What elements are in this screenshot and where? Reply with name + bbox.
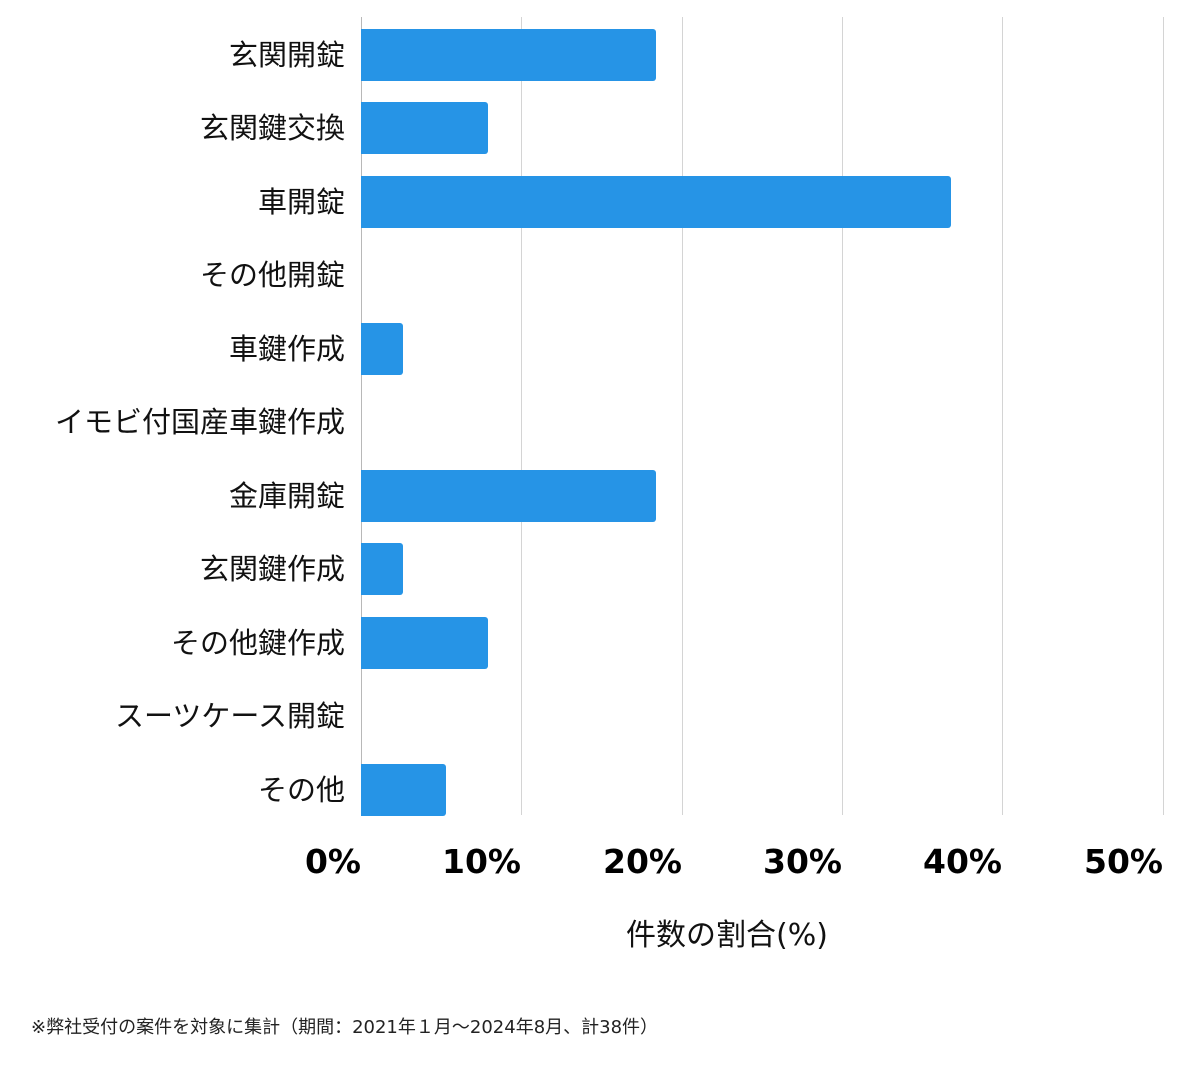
gridline xyxy=(361,17,362,815)
bar xyxy=(361,617,488,669)
x-tick-label: 0% xyxy=(304,842,361,881)
category-label: 玄関開錠 xyxy=(228,38,345,72)
x-tick-label: 50% xyxy=(1084,842,1163,881)
category-label: イモビ付国産車鍵作成 xyxy=(54,405,345,439)
category-label: その他 xyxy=(257,773,345,807)
bar xyxy=(361,102,488,154)
x-tick-label: 30% xyxy=(763,842,842,881)
gridline xyxy=(521,17,522,815)
x-tick-label: 40% xyxy=(923,842,1002,881)
x-axis-title: 件数の割合(%) xyxy=(626,918,828,953)
bar xyxy=(361,764,446,816)
category-label: その他開錠 xyxy=(199,258,345,292)
footnote: ※弊社受付の案件を対象に集計（期間：2021年１月～2024年8月、計38件） xyxy=(31,1017,659,1038)
gridline xyxy=(1163,17,1164,815)
bar xyxy=(361,543,403,595)
category-label: 玄関鍵交換 xyxy=(199,111,345,145)
bar xyxy=(361,323,403,375)
category-label: その他鍵作成 xyxy=(170,626,345,660)
gridline xyxy=(1002,17,1003,815)
category-label: 玄関鍵作成 xyxy=(199,552,345,586)
bar xyxy=(361,470,656,522)
category-label: 金庫開錠 xyxy=(228,479,345,513)
category-label: 車開錠 xyxy=(257,185,345,219)
bar xyxy=(361,176,951,228)
gridline xyxy=(842,17,843,815)
gridline xyxy=(682,17,683,815)
category-label: 車鍵作成 xyxy=(228,332,345,366)
x-tick-label: 20% xyxy=(603,842,682,881)
bar xyxy=(361,29,656,81)
x-tick-label: 10% xyxy=(442,842,521,881)
category-label: スーツケース開錠 xyxy=(115,699,345,733)
